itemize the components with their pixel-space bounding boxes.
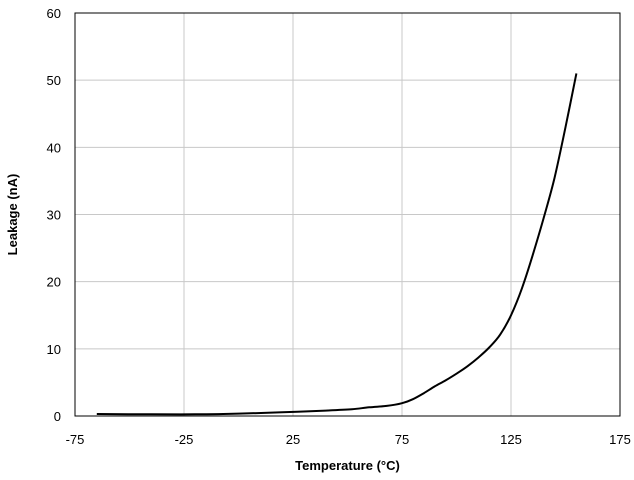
- x-axis-tick-labels: -75 -25 25 75 125 175: [66, 432, 631, 447]
- y-tick-label: 50: [47, 73, 61, 88]
- x-tick-label: 25: [286, 432, 300, 447]
- leakage-series-line: [96, 73, 578, 416]
- x-tick-label: -25: [175, 432, 194, 447]
- y-tick-label: 20: [47, 275, 61, 290]
- y-tick-label: 10: [47, 342, 61, 357]
- x-tick-label: 75: [395, 432, 409, 447]
- x-tick-label: 175: [609, 432, 631, 447]
- y-tick-label: 60: [47, 6, 61, 21]
- y-tick-label: 40: [47, 140, 61, 155]
- y-tick-label: 30: [47, 208, 61, 223]
- x-axis-title: Temperature (°C): [295, 458, 400, 473]
- x-tick-label: 125: [500, 432, 522, 447]
- y-tick-label: 0: [54, 409, 61, 424]
- x-tick-label: -75: [66, 432, 85, 447]
- plot-area-border: [74, 12, 621, 417]
- series-layer: [96, 73, 578, 416]
- gridlines: [75, 13, 620, 416]
- y-axis-tick-labels: 0 10 20 30 40 50 60: [47, 6, 61, 424]
- y-axis-title: Leakage (nA): [5, 174, 20, 256]
